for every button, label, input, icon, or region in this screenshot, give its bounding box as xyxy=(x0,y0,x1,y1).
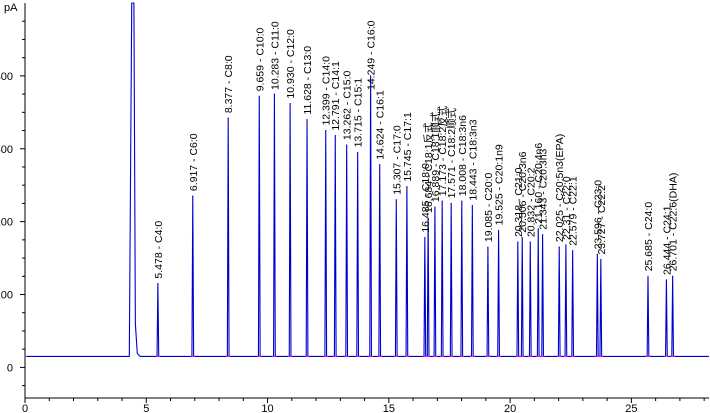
peak-label: 20.832 - C20:2 xyxy=(525,167,537,237)
peak-labels: 5.478 - C4:0 6.917 - C6:0 8.377 - C8:0 9.65… xyxy=(153,20,680,278)
peak-label: 22.31 - C22:0 xyxy=(561,176,573,240)
peak-label: 14.624 - C16:1 xyxy=(375,90,387,160)
peak-label: 22.579 - C22:1 xyxy=(568,176,580,246)
chromatogram-trace xyxy=(26,2,709,358)
peak-label: 18.443 - C18:3n3 xyxy=(467,119,479,200)
y-tick-label: 200 xyxy=(0,217,13,229)
x-tick-label: 20 xyxy=(504,403,516,413)
peak-label: 19.085 - C20:0 xyxy=(483,173,495,243)
x-tick-label: 15 xyxy=(383,403,395,413)
peak-label: 20.318 - C21:0 xyxy=(513,167,525,237)
peak-label: 17.173 - C18:2反式 xyxy=(436,105,449,196)
peak-label: 10.283 - C11:0 xyxy=(269,21,281,90)
peak-label: 12.791 - C14:1 xyxy=(330,61,342,131)
peak-label: 21.343 - C20:3n3 xyxy=(538,148,550,229)
x-tick-label: 25 xyxy=(625,403,637,413)
x-tick-label: 0 xyxy=(22,403,28,413)
y-tick-label: 0 xyxy=(7,362,13,374)
peak-label: 26.444 - C24:1 xyxy=(661,205,673,275)
peak-label: 25.685 - C24:0 xyxy=(643,202,655,272)
y-axis-unit: pA xyxy=(4,2,18,14)
peak-label: 17.571 - C18:2顺式 xyxy=(445,107,458,198)
peak-label: 14.249 - C16:0 xyxy=(366,20,378,90)
peak-label: 23.727 - C22:2 xyxy=(596,185,608,255)
peak-label: 6.917 - C6:0 xyxy=(188,133,200,191)
peak-label: 13.715 - C15:1 xyxy=(353,78,365,148)
peak-label: 15.745 - C17:1 xyxy=(402,112,414,182)
x-tick-label: 10 xyxy=(261,403,273,413)
peak-label: 5.478 - C4:0 xyxy=(153,221,165,279)
axes-frame xyxy=(24,3,709,399)
peak-label: 16.485 - C18:0 xyxy=(420,163,432,233)
y-tick-label: 400 xyxy=(0,71,13,83)
peak-label: 22.025 - C20:5n3(EPA) xyxy=(554,134,566,242)
axis-ticks: 0 5 10 15 20 25 0 100 200 300 400 xyxy=(0,20,705,413)
peak-label: 8.377 - C8:0 xyxy=(223,55,235,113)
trace-line xyxy=(26,2,709,358)
peak-label: 19.525 - C20:1n9 xyxy=(494,144,506,225)
peak-label: 21.160 - C20:4n6 xyxy=(533,143,545,224)
peak-label: 18.008 - C18:3n6 xyxy=(457,115,469,196)
y-tick-label: 100 xyxy=(0,290,13,302)
peak-label: 16.684 - C18:1反式 xyxy=(422,122,435,213)
peak-label: 12.399 - C14:0 xyxy=(321,56,333,126)
peak-label: 16.889 - C18:1顺式 xyxy=(429,111,442,202)
peak-label: 23.596 - C23:0 xyxy=(592,180,604,250)
y-tick-label: 300 xyxy=(0,144,13,156)
peak-label: 15.307 - C17:0 xyxy=(391,125,403,195)
peak-label: 13.262 - C15:0 xyxy=(342,70,354,140)
peak-label: 9.659 - C10:0 xyxy=(254,27,266,91)
peak-label: 10.930 - C12:0 xyxy=(285,29,297,99)
x-tick-label: 5 xyxy=(143,403,149,413)
peak-label: 26.701 - C22:6(DHA) xyxy=(668,173,680,272)
peak-label: 11.628 - C13:0 xyxy=(302,46,314,115)
peak-label: 20.506 - C20:3n6 xyxy=(517,151,529,232)
